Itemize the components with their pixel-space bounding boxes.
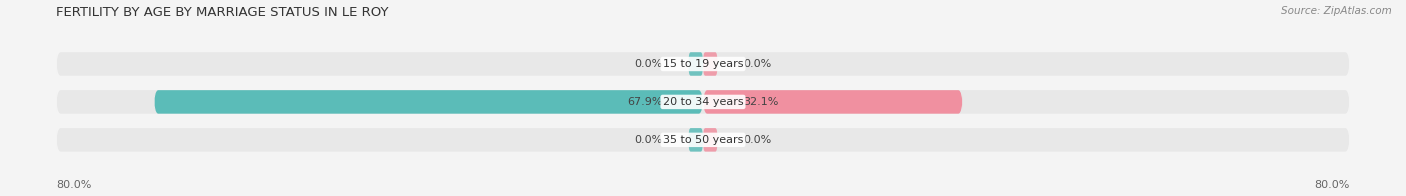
Text: 15 to 19 years: 15 to 19 years bbox=[662, 59, 744, 69]
FancyBboxPatch shape bbox=[56, 52, 1350, 76]
Text: 0.0%: 0.0% bbox=[634, 135, 662, 145]
FancyBboxPatch shape bbox=[56, 128, 1350, 152]
Text: 0.0%: 0.0% bbox=[634, 59, 662, 69]
FancyBboxPatch shape bbox=[56, 90, 1350, 114]
Text: Source: ZipAtlas.com: Source: ZipAtlas.com bbox=[1281, 6, 1392, 16]
FancyBboxPatch shape bbox=[703, 90, 963, 114]
Text: 67.9%: 67.9% bbox=[627, 97, 662, 107]
FancyBboxPatch shape bbox=[703, 128, 717, 152]
Text: 80.0%: 80.0% bbox=[1315, 180, 1350, 190]
Text: 0.0%: 0.0% bbox=[744, 135, 772, 145]
Text: 32.1%: 32.1% bbox=[744, 97, 779, 107]
Text: 20 to 34 years: 20 to 34 years bbox=[662, 97, 744, 107]
Text: 35 to 50 years: 35 to 50 years bbox=[662, 135, 744, 145]
Text: 80.0%: 80.0% bbox=[56, 180, 91, 190]
Text: 0.0%: 0.0% bbox=[744, 59, 772, 69]
FancyBboxPatch shape bbox=[703, 52, 717, 76]
Text: FERTILITY BY AGE BY MARRIAGE STATUS IN LE ROY: FERTILITY BY AGE BY MARRIAGE STATUS IN L… bbox=[56, 6, 388, 19]
FancyBboxPatch shape bbox=[689, 52, 703, 76]
FancyBboxPatch shape bbox=[155, 90, 703, 114]
FancyBboxPatch shape bbox=[689, 128, 703, 152]
